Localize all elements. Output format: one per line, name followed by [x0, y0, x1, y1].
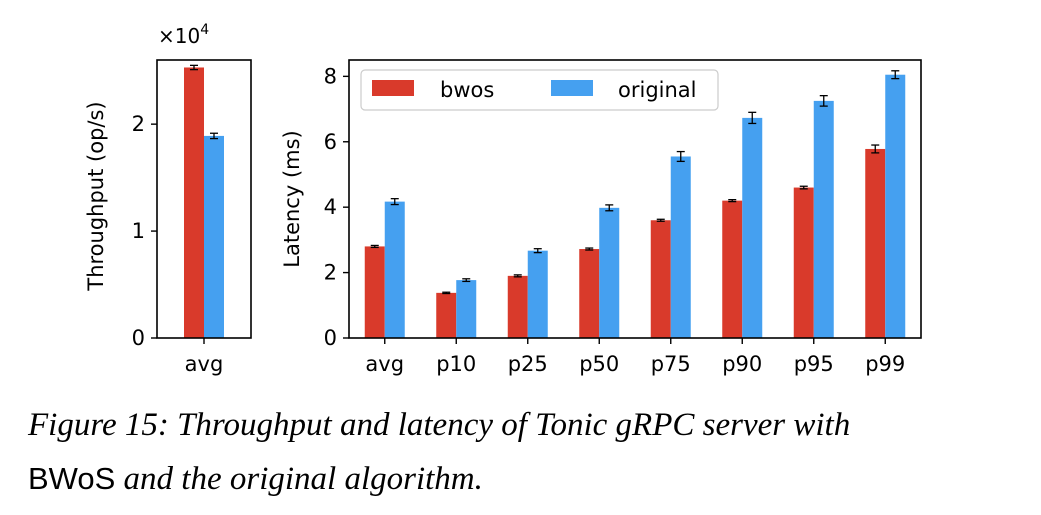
legend-label-original: original	[618, 78, 697, 102]
latency-bar-original-p50	[599, 207, 620, 338]
throughput-ytick-label: 1	[132, 219, 145, 243]
latency-xtick-label-p99: p99	[865, 352, 905, 376]
latency-errorbar-bwos-p25	[513, 274, 522, 278]
latency-ytick-label: 2	[324, 261, 337, 285]
throughput-ytick-label: 2	[132, 112, 145, 136]
latency-errorbar-original-p75	[676, 150, 685, 163]
legend: bwos original	[360, 69, 719, 111]
latency-xtick-label-p10: p10	[436, 352, 476, 376]
latency-errorbar-original-p10	[462, 278, 471, 283]
throughput-xtick-label-avg: avg	[185, 352, 224, 376]
latency-errorbar-original-p90	[748, 111, 757, 125]
latency-bar-original-p25	[527, 250, 548, 338]
throughput-ytick-label: 0	[132, 326, 145, 350]
legend-swatch-bwos	[372, 80, 414, 96]
latency-errorbar-original-p25	[533, 248, 542, 254]
throughput-bar-original-avg	[204, 135, 224, 338]
latency-bar-bwos-p99	[865, 148, 886, 338]
throughput-errorbar-original-avg	[210, 132, 218, 140]
latency-bar-bwos-p25	[507, 275, 528, 338]
caption-text-end: and the original algorithm.	[115, 461, 483, 497]
figure-caption: Figure 15: Throughput and latency of Ton…	[28, 398, 1028, 506]
latency-xtick-label-p50: p50	[579, 352, 619, 376]
throughput-plot-frame	[156, 59, 252, 339]
latency-bar-bwos-p95	[793, 187, 814, 338]
latency-xtick-label-p25: p25	[508, 352, 548, 376]
throughput-panel: ×104 Throughput (op/s) 0 1 2 avg	[84, 22, 252, 376]
latency-errorbar-original-p99	[891, 70, 900, 80]
latency-errorbar-original-p95	[819, 94, 828, 107]
latency-xtick-label-avg: avg	[365, 352, 404, 376]
latency-bar-bwos-p50	[579, 249, 600, 338]
latency-errorbar-bwos-p99	[871, 144, 880, 154]
latency-bar-bwos-p10	[436, 292, 457, 338]
latency-bar-original-p95	[813, 100, 834, 338]
latency-bar-bwos-avg	[364, 246, 385, 338]
throughput-bar-bwos-avg	[184, 67, 204, 338]
latency-errorbar-bwos-p10	[442, 291, 451, 295]
latency-errorbar-bwos-p90	[728, 199, 737, 203]
latency-xtick-label-p90: p90	[722, 352, 762, 376]
latency-errorbar-original-p50	[605, 204, 614, 212]
legend-swatch-original	[551, 80, 593, 96]
latency-bar-original-p99	[885, 74, 906, 338]
latency-bar-bwos-p90	[722, 200, 743, 338]
latency-bar-original-p75	[670, 156, 691, 338]
throughput-scale-label: ×104	[158, 22, 209, 48]
latency-bar-original-p10	[456, 280, 477, 338]
latency-ytick-label: 0	[324, 326, 337, 350]
latency-ytick-label: 4	[324, 195, 337, 219]
latency-bar-original-p90	[742, 117, 763, 339]
latency-xtick-label-p95: p95	[794, 352, 834, 376]
legend-frame	[360, 69, 719, 111]
caption-text: Figure 15: Throughput and latency of Ton…	[28, 407, 851, 443]
throughput-errorbar-bwos-avg	[190, 64, 198, 71]
caption-system-name: BWoS	[28, 461, 116, 496]
figure: ×104 Throughput (op/s) 0 1 2 avg Latency (…	[84, 22, 922, 376]
latency-bar-original-avg	[384, 201, 405, 338]
latency-y-axis-label: Latency (ms)	[280, 130, 304, 267]
latency-plot-frame	[348, 59, 922, 339]
latency-errorbar-bwos-avg	[370, 244, 379, 249]
latency-errorbar-bwos-p95	[799, 185, 808, 190]
latency-errorbar-original-avg	[390, 198, 399, 206]
legend-label-bwos: bwos	[440, 78, 494, 102]
throughput-y-axis-label: Throughput (op/s)	[84, 101, 108, 291]
latency-xtick-label-p75: p75	[651, 352, 691, 376]
latency-errorbar-bwos-p75	[656, 218, 665, 222]
latency-errorbar-bwos-p50	[585, 247, 594, 251]
latency-panel: Latency (ms) 0 2 4 6 8 avg p10 p25 p50 p75 p90 p95…	[280, 59, 922, 376]
latency-ytick-label: 6	[324, 130, 337, 154]
latency-ytick-label: 8	[324, 64, 337, 88]
latency-bar-bwos-p75	[650, 220, 671, 338]
